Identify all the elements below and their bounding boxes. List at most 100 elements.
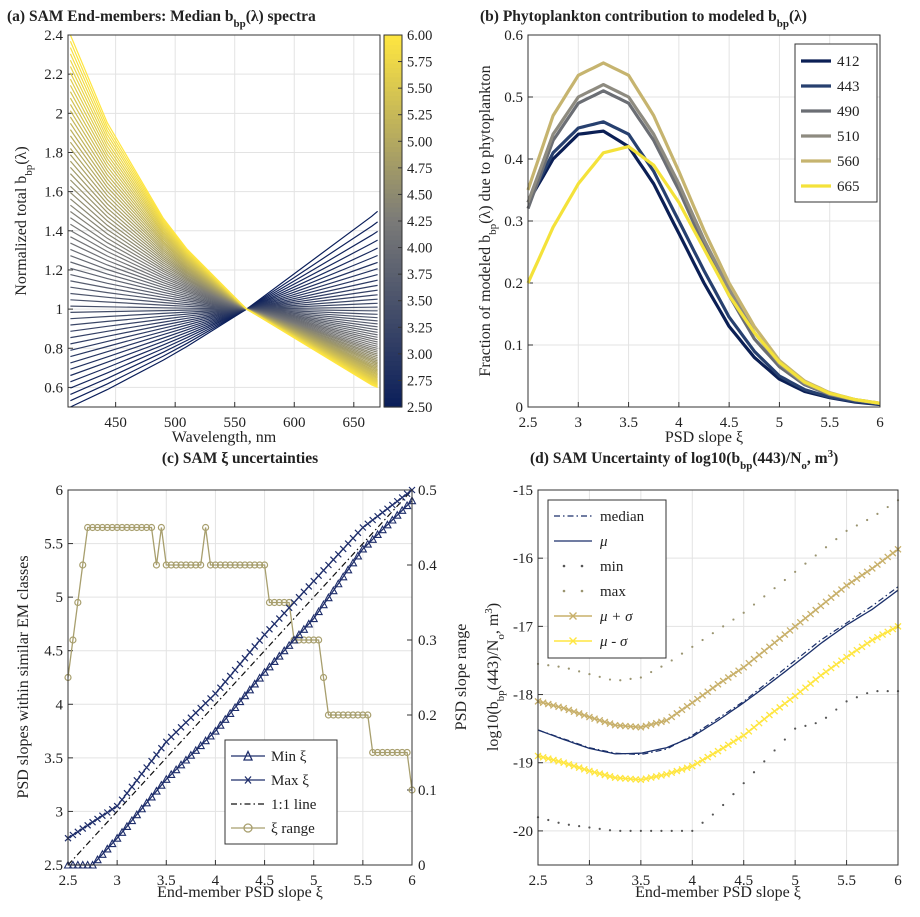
- x-tick-label: 3: [586, 873, 594, 889]
- y-axis-label: Fraction of modeled bbp(λ) due to phytop…: [477, 65, 499, 376]
- legend-label: Max ξ: [271, 773, 309, 789]
- series-marker: [549, 756, 557, 764]
- series-dot-max: [557, 665, 560, 668]
- legend-marker: [244, 776, 252, 784]
- series-marker: [735, 735, 743, 743]
- range-marker: [192, 561, 200, 569]
- colorbar-swatch: [384, 202, 402, 208]
- range-marker: [310, 636, 318, 644]
- series-marker: [688, 762, 696, 770]
- range-marker: [133, 523, 141, 532]
- min-marker: [387, 515, 397, 524]
- y-tick-label: 5: [56, 590, 64, 606]
- min-line: [68, 500, 413, 866]
- max-marker: [393, 497, 401, 505]
- colorbar-swatch: [384, 174, 402, 180]
- x-tick-label: 3.5: [619, 415, 638, 431]
- panel-a-title: (a) SAM End-members: Median bbp(λ) spect…: [7, 8, 316, 30]
- series-marker: [585, 767, 593, 775]
- series-marker: [786, 626, 794, 634]
- y-tick-label: 2.4: [44, 28, 63, 44]
- series-marker: [699, 691, 707, 699]
- colorbar-swatch: [384, 234, 402, 241]
- series-dot-min: [866, 692, 869, 695]
- max-marker: [103, 809, 111, 816]
- max-marker: [148, 757, 155, 765]
- series-dot-max: [794, 570, 797, 573]
- max-marker: [354, 529, 362, 537]
- series-marker: [560, 704, 568, 712]
- panel-d: 2.5 3 3.5 4 4.5 5 5.5 6 -20 -19 -18 -17 -16 -15 median…: [483, 448, 902, 901]
- range-marker: [172, 561, 180, 569]
- series-marker: [858, 571, 866, 579]
- series-dot-min: [547, 818, 550, 822]
- series-marker: [719, 677, 727, 685]
- spectrum-line: [70, 306, 378, 313]
- max-marker: [246, 648, 254, 656]
- series-dot-min: [845, 700, 848, 703]
- max-marker: [153, 751, 160, 759]
- colorbar-swatch: [384, 128, 402, 134]
- min-marker: [176, 760, 186, 769]
- min-marker: [206, 731, 215, 740]
- ylabel-text: Fraction of modeled b: [477, 235, 494, 377]
- range-marker: [143, 523, 151, 532]
- min-marker: [161, 774, 171, 783]
- series-marker: [771, 639, 779, 647]
- min-marker: [363, 539, 373, 548]
- colorbar-swatch: [384, 160, 402, 166]
- x-tick-label: 2.5: [519, 415, 538, 431]
- y-tick-label: -19: [513, 756, 533, 772]
- max-marker: [94, 815, 101, 823]
- range-marker: [88, 523, 97, 532]
- series-dot-max: [608, 678, 612, 681]
- min-marker: [240, 691, 250, 700]
- ylabel-tail: (λ): [13, 146, 30, 164]
- colorbar-tick-label: 5.25: [407, 108, 432, 124]
- colorbar-swatch: [384, 290, 402, 296]
- series-marker: [570, 708, 578, 716]
- title-sub: bp: [777, 18, 789, 30]
- max-marker: [123, 789, 131, 797]
- colorbar-tick-label: 4.50: [407, 187, 432, 203]
- min-marker: [127, 815, 137, 825]
- spectrum-line: [69, 116, 378, 375]
- colorbar-swatch: [384, 337, 402, 343]
- panel-c-title: (c) SAM ξ uncertainties: [162, 450, 318, 467]
- series-dot-max: [680, 652, 684, 655]
- range-marker: [202, 523, 210, 532]
- legend-label: 560: [837, 154, 860, 170]
- series-marker: [539, 753, 547, 761]
- spectrum-line: [70, 198, 378, 355]
- series-dot-min: [701, 821, 704, 824]
- max-marker: [344, 540, 352, 547]
- colorbar-swatch: [384, 281, 402, 287]
- spectrum-line: [70, 204, 378, 353]
- range-marker: [374, 748, 382, 757]
- max-marker: [290, 599, 298, 606]
- series-marker: [781, 700, 789, 708]
- max-marker: [79, 825, 87, 832]
- series-marker: [832, 590, 840, 598]
- range-marker: [118, 523, 126, 532]
- colorbar-swatch: [384, 300, 402, 306]
- range-marker: [324, 711, 333, 719]
- series-dot-min: [763, 760, 766, 763]
- series-marker: [560, 759, 568, 767]
- colorbar-swatch: [384, 76, 402, 83]
- series-marker: [580, 711, 588, 719]
- spectrum-line: [69, 148, 378, 368]
- ylabel-mid: (443)/N: [485, 639, 502, 690]
- series-dot-max: [701, 638, 704, 642]
- max-marker: [74, 828, 82, 836]
- range-marker: [157, 523, 165, 532]
- colorbar-tick-label: 4.75: [407, 161, 432, 177]
- title-text: (b) Phytoplankton contribution to modele…: [480, 8, 777, 25]
- max-marker: [339, 545, 347, 553]
- colorbar-swatch: [384, 95, 402, 101]
- colorbar-swatch: [384, 123, 402, 129]
- series-dot-max: [711, 632, 714, 635]
- y-tick-label: 0: [516, 400, 524, 416]
- range-marker: [378, 748, 387, 757]
- range-marker: [305, 636, 313, 644]
